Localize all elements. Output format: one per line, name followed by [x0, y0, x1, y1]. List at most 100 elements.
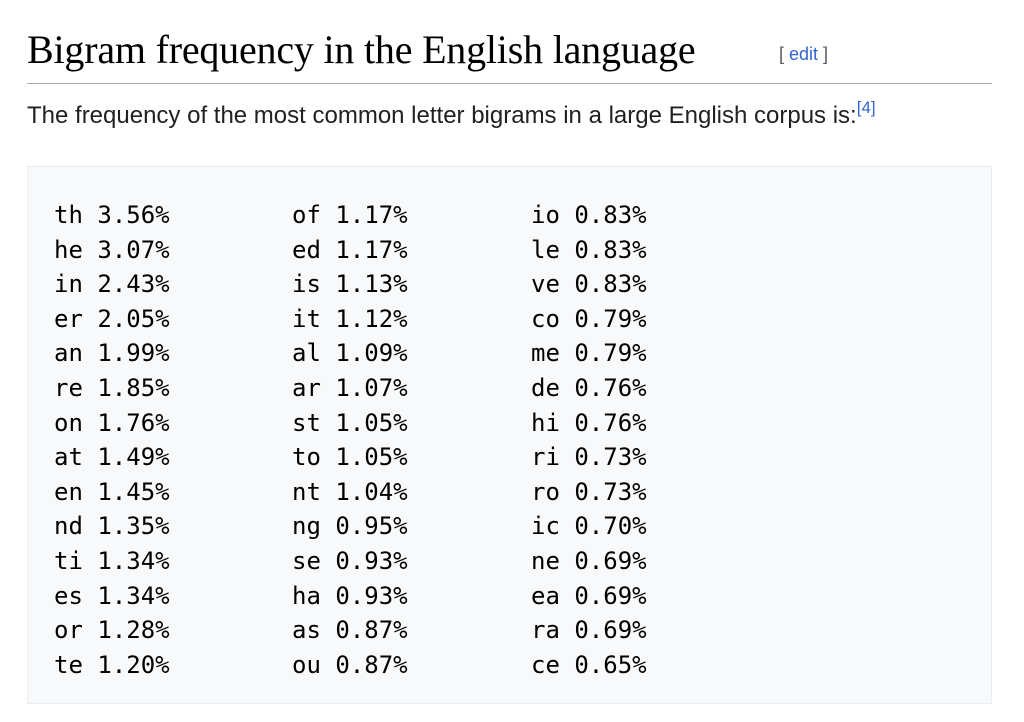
- bigram-entry: es 1.34%: [54, 579, 170, 614]
- bigram-entry: te 1.20%: [54, 648, 170, 683]
- bigram-entry: nd 1.35%: [54, 509, 170, 544]
- bigram-pair: er: [54, 304, 83, 333]
- bigram-frequency: 1.12%: [335, 304, 408, 333]
- bigram-frequency: 0.79%: [574, 339, 647, 368]
- bigram-entry: as 0.87%: [292, 613, 408, 648]
- bigram-entry: al 1.09%: [292, 336, 408, 371]
- reference-link[interactable]: [4]: [856, 98, 876, 117]
- bigram-pair: he: [54, 235, 83, 264]
- bigram-entry: ra 0.69%: [531, 613, 647, 648]
- bigram-entry: is 1.13%: [292, 267, 408, 302]
- bigram-frequency: 0.69%: [574, 546, 647, 575]
- bigram-frequency: 1.05%: [335, 408, 408, 437]
- bigram-entry: ne 0.69%: [531, 544, 647, 579]
- bigram-pair: at: [54, 443, 83, 472]
- bigram-pair: ce: [531, 650, 560, 679]
- bigram-frequency: 3.07%: [97, 235, 170, 264]
- bigram-pair: ic: [531, 512, 560, 541]
- bigram-frequency: 0.93%: [335, 546, 408, 575]
- bigram-column-1: th 3.56% he 3.07% in 2.43% er 2.05% an 1.99%…: [54, 198, 170, 682]
- bigram-entry: re 1.85%: [54, 371, 170, 406]
- bigram-frequency: 0.87%: [335, 616, 408, 645]
- bigram-column-2: of 1.17% ed 1.17% is 1.13% it 1.12% al 1.09%…: [292, 198, 408, 682]
- bigram-pair: al: [292, 339, 321, 368]
- bigram-frequency: 1.20%: [97, 650, 170, 679]
- bigram-entry: nt 1.04%: [292, 475, 408, 510]
- bigram-pair: io: [531, 201, 560, 229]
- bigram-entry: ed 1.17%: [292, 233, 408, 268]
- bigram-entry: or 1.28%: [54, 613, 170, 648]
- bigram-frequency: 0.83%: [574, 201, 647, 229]
- bigram-frequency: 0.65%: [574, 650, 647, 679]
- bigram-pair: se: [292, 546, 321, 575]
- bigram-frequency: 2.43%: [97, 270, 170, 299]
- bigram-pair: as: [292, 616, 321, 645]
- bigram-pair: hi: [531, 408, 560, 437]
- bigram-entry: ro 0.73%: [531, 475, 647, 510]
- bigram-frequency: 0.83%: [574, 270, 647, 299]
- bigram-frequency: 0.87%: [335, 650, 408, 679]
- bigram-entry: ou 0.87%: [292, 648, 408, 683]
- bigram-entry: en 1.45%: [54, 475, 170, 510]
- bigram-pair: re: [54, 373, 83, 402]
- section-heading: Bigram frequency in the English language…: [27, 24, 992, 84]
- bigram-pair: co: [531, 304, 560, 333]
- bigram-frequency: 0.79%: [574, 304, 647, 333]
- bigram-pair: ha: [292, 581, 321, 610]
- edit-section: [ edit ]: [779, 44, 828, 65]
- bigram-frequency: 1.17%: [335, 235, 408, 264]
- section-title: Bigram frequency in the English language: [27, 27, 696, 72]
- bigram-entry: se 0.93%: [292, 544, 408, 579]
- bigram-column-3: io 0.83% le 0.83% ve 0.83% co 0.79% me 0.79%…: [531, 198, 647, 682]
- bigram-preformatted-block: th 3.56% he 3.07% in 2.43% er 2.05% an 1.99%…: [27, 166, 992, 704]
- edit-bracket-close: ]: [818, 44, 829, 64]
- bigram-pair: ea: [531, 581, 560, 610]
- bigram-entry: in 2.43%: [54, 267, 170, 302]
- bigram-frequency: 0.73%: [574, 477, 647, 506]
- bigram-pair: or: [54, 616, 83, 645]
- bigram-pair: ro: [531, 477, 560, 506]
- bigram-pair: ti: [54, 546, 83, 575]
- bigram-frequency: 1.99%: [97, 339, 170, 368]
- bigram-pair: in: [54, 270, 83, 299]
- bigram-entry: co 0.79%: [531, 302, 647, 337]
- bigram-entry: on 1.76%: [54, 406, 170, 441]
- bigram-pair: en: [54, 477, 83, 506]
- bigram-pair: st: [292, 408, 321, 437]
- bigram-entry: io 0.83%: [531, 198, 647, 233]
- bigram-entry: he 3.07%: [54, 233, 170, 268]
- bigram-frequency: 1.28%: [97, 616, 170, 645]
- bigram-entry: ha 0.93%: [292, 579, 408, 614]
- bigram-entry: th 3.56%: [54, 198, 170, 233]
- bigram-frequency: 0.69%: [574, 616, 647, 645]
- bigram-pair: es: [54, 581, 83, 610]
- bigram-frequency: 1.45%: [97, 477, 170, 506]
- bigram-frequency: 0.70%: [574, 512, 647, 541]
- edit-link[interactable]: edit: [789, 44, 819, 64]
- bigram-pair: te: [54, 650, 83, 679]
- intro-text: The frequency of the most common letter …: [27, 102, 857, 129]
- bigram-entry: ng 0.95%: [292, 509, 408, 544]
- bigram-pair: ed: [292, 235, 321, 264]
- bigram-frequency: 2.05%: [97, 304, 170, 333]
- bigram-entry: st 1.05%: [292, 406, 408, 441]
- bigram-pair: of: [292, 201, 321, 229]
- bigram-entry: de 0.76%: [531, 371, 647, 406]
- bigram-entry: ce 0.65%: [531, 648, 647, 683]
- bigram-frequency: 0.93%: [335, 581, 408, 610]
- bigram-pair: an: [54, 339, 83, 368]
- bigram-pair: th: [54, 201, 83, 229]
- bigram-frequency: 1.76%: [97, 408, 170, 437]
- bigram-entry: at 1.49%: [54, 440, 170, 475]
- bigram-frequency: 1.04%: [335, 477, 408, 506]
- bigram-entry: er 2.05%: [54, 302, 170, 337]
- bigram-frequency: 1.49%: [97, 443, 170, 472]
- bigram-entry: of 1.17%: [292, 198, 408, 233]
- bigram-entry: ti 1.34%: [54, 544, 170, 579]
- bigram-pair: is: [292, 270, 321, 299]
- bigram-entry: ea 0.69%: [531, 579, 647, 614]
- bigram-pair: it: [292, 304, 321, 333]
- bigram-pair: ng: [292, 512, 321, 541]
- bigram-pair: ou: [292, 650, 321, 679]
- bigram-pair: ra: [531, 616, 560, 645]
